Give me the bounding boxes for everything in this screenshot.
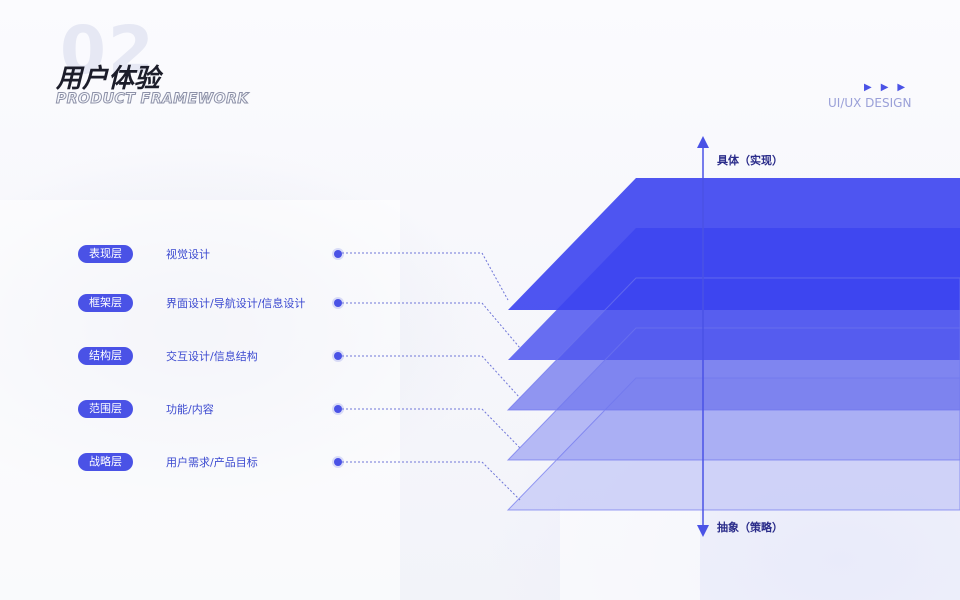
layer-description: 交互设计/信息结构 [166,350,258,363]
layer-description: 用户需求/产品目标 [166,456,258,469]
layer-description: 功能/内容 [166,403,214,416]
connector-line [342,302,521,349]
axis-arrow-down-icon [697,525,709,537]
axis-bottom-label: 抽象（策略） [717,521,783,534]
connector-line [342,252,509,301]
connector-line [342,355,521,399]
page-title: 用户体验 [56,64,161,94]
layer-row: 表现层 视觉设计 [0,245,480,265]
design-tag: UI/UX DESIGN [828,96,912,110]
connector-dot-icon [334,405,342,413]
connector-dot-icon [334,250,342,258]
arrow-icons: ▶▶▶ [864,82,915,93]
layer-plane-surface [508,178,960,310]
connector-dot-icon [334,352,342,360]
layer-row: 结构层 交互设计/信息结构 [0,347,480,367]
layer-row: 战略层 用户需求/产品目标 [0,453,480,473]
connector-line [342,461,521,501]
layer-row: 范围层 功能/内容 [0,400,480,420]
layer-pill: 范围层 [78,400,133,418]
layer-row: 框架层 界面设计/导航设计/信息设计 [0,294,480,314]
axis-arrow-up-icon [697,136,709,148]
connector-dot-icon [334,299,342,307]
layer-pill: 结构层 [78,347,133,365]
connector-dot-icon [334,458,342,466]
layer-description: 视觉设计 [166,248,210,261]
background-pane [0,200,400,600]
layer-description: 界面设计/导航设计/信息设计 [166,297,306,310]
layer-pill: 战略层 [78,453,133,471]
section-number: 02 [60,12,156,89]
connector-line [342,408,521,449]
page-subtitle: PRODUCT FRAMEWORK [56,91,249,108]
axis-top-label: 具体（实现） [717,154,783,167]
layer-pill: 框架层 [78,294,133,312]
layer-pill: 表现层 [78,245,133,263]
